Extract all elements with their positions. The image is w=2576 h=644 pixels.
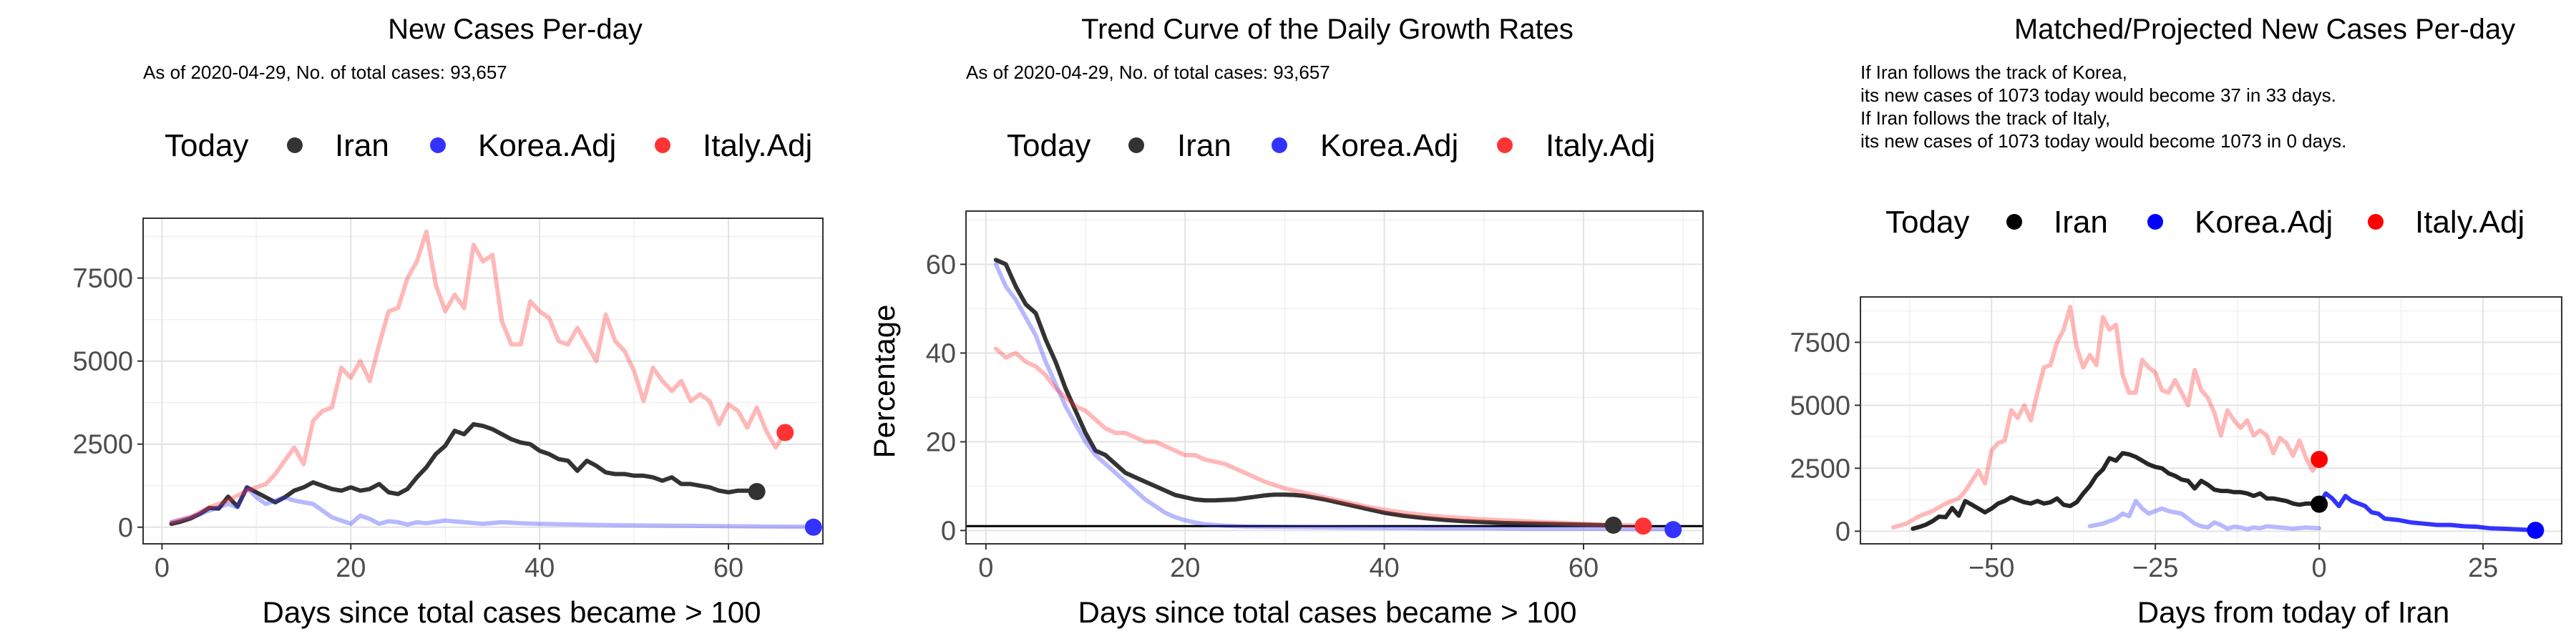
legend-key-italy — [2368, 214, 2384, 230]
x-tick-label: 60 — [1568, 553, 1599, 583]
subtitle-line: its new cases of 1073 today would become… — [1860, 84, 2336, 106]
subtitle-line: its new cases of 1073 today would become… — [1860, 130, 2346, 152]
subtitle-line: If Iran follows the track of Italy, — [1860, 107, 2110, 129]
y-tick-label: 5000 — [1790, 391, 1850, 421]
legend-key-iran — [2006, 214, 2022, 230]
series-line-italy-adj — [169, 229, 788, 525]
legend: Today Iran Korea.Adj Italy.Adj — [1007, 128, 1655, 163]
series-line-iran — [993, 258, 1616, 527]
y-tick-label: 40 — [926, 338, 956, 369]
y-axis-title: Percentage — [867, 305, 901, 459]
plot-border — [142, 218, 824, 545]
legend-key-korea — [1272, 137, 1287, 153]
series-line-italy-adj — [1890, 305, 2322, 530]
legend-title: Today — [165, 128, 248, 163]
chart-svg: Trend Curve of the Daily Growth Rates As… — [867, 14, 1704, 629]
series-line-iran — [169, 421, 759, 527]
series-line-korea-adj — [169, 485, 816, 530]
y-tick-label: 0 — [941, 516, 956, 546]
chart-panel-growth-rates: Trend Curve of the Daily Growth Rates As… — [859, 0, 1717, 644]
legend: Today Iran Korea.Adj Italy.Adj — [1885, 205, 2524, 240]
plot-border — [965, 210, 1704, 545]
series-line-italy-adj — [993, 346, 1646, 528]
x-tick-label: 0 — [155, 553, 170, 583]
legend: Today Iran Korea.Adj Italy.Adj — [165, 128, 812, 163]
chart-subtitle: If Iran follows the track of Korea, its … — [1860, 62, 2346, 152]
x-tick-label: 25 — [2468, 553, 2498, 583]
today-point-iran — [1604, 516, 1622, 534]
today-point-italy-adj — [1634, 517, 1652, 535]
y-tick-label: 0 — [118, 513, 133, 543]
legend-key-iran — [1128, 137, 1144, 153]
legend-label-iran: Iran — [335, 128, 389, 163]
chart-panel-projected: Matched/Projected New Cases Per-day If I… — [1717, 0, 2576, 644]
today-point-italy-adj — [2311, 451, 2328, 469]
x-tick-label: 0 — [2312, 553, 2327, 583]
legend-label-italy: Italy.Adj — [1546, 128, 1655, 163]
legend-key-korea — [430, 137, 446, 153]
series-line-korea-adj — [993, 262, 1676, 532]
legend-label-korea: Korea.Adj — [1320, 128, 1458, 163]
plot-area: 0 20 40 60 0 2500 5000 7500 — [72, 218, 824, 583]
chart-title: Trend Curve of the Daily Growth Rates — [1081, 14, 1574, 45]
chart-subtitle: As of 2020-04-29, No. of total cases: 93… — [143, 62, 507, 83]
series-line-korea-adj-projected — [2317, 491, 2538, 533]
x-axis-title: Days since total cases became > 100 — [1078, 595, 1577, 629]
x-axis-title: Days from today of Iran — [2137, 595, 2450, 629]
chart-title: New Cases Per-day — [388, 14, 643, 45]
x-tick-label: −50 — [1968, 553, 2014, 583]
legend-key-italy — [655, 137, 670, 153]
today-point-iran — [748, 482, 766, 500]
x-tick-label: 40 — [1369, 553, 1399, 583]
legend-key-iran — [287, 137, 303, 153]
y-tick-label: 20 — [926, 427, 956, 457]
x-tick-label: 20 — [1170, 553, 1200, 583]
chart-svg: New Cases Per-day As of 2020-04-29, No. … — [72, 14, 824, 629]
legend-title: Today — [1007, 128, 1091, 163]
legend-label-iran: Iran — [1177, 128, 1231, 163]
today-point-korea-adj — [1664, 521, 1682, 539]
legend-label-korea: Korea.Adj — [478, 128, 616, 163]
series-line-iran — [1911, 451, 2322, 531]
y-tick-label: 7500 — [1790, 328, 1850, 358]
legend-label-iran: Iran — [2054, 205, 2108, 240]
y-tick-label: 2500 — [72, 430, 133, 460]
x-axis-title: Days since total cases became > 100 — [263, 595, 761, 629]
x-tick-label: −25 — [2132, 553, 2178, 583]
legend-key-italy — [1497, 137, 1513, 153]
y-tick-label: 2500 — [1790, 454, 1850, 484]
legend-title: Today — [1885, 205, 1969, 240]
legend-key-korea — [2147, 214, 2163, 230]
y-tick-label: 60 — [926, 250, 956, 280]
x-tick-label: 60 — [713, 553, 743, 583]
chart-svg: Matched/Projected New Cases Per-day If I… — [1790, 14, 2562, 629]
x-tick-label: 40 — [525, 553, 555, 583]
legend-label-italy: Italy.Adj — [703, 128, 812, 163]
today-point-korea-adj — [2527, 522, 2545, 540]
chart-subtitle: As of 2020-04-29, No. of total cases: 93… — [966, 62, 1330, 83]
y-tick-label: 0 — [1835, 517, 1850, 547]
subtitle-line: If Iran follows the track of Korea, — [1860, 62, 2127, 83]
today-point-italy-adj — [776, 424, 794, 441]
today-point-iran — [2311, 495, 2328, 513]
chart-title: Matched/Projected New Cases Per-day — [2014, 14, 2515, 45]
y-tick-label: 7500 — [72, 264, 133, 294]
plot-border — [1860, 296, 2562, 545]
chart-panel-new-cases: New Cases Per-day As of 2020-04-29, No. … — [0, 0, 859, 644]
x-tick-label: 0 — [978, 553, 993, 583]
y-tick-label: 5000 — [72, 347, 133, 377]
today-point-korea-adj — [804, 518, 822, 536]
plot-area: −50 −25 0 25 0 2500 5000 7500 — [1790, 296, 2562, 583]
x-tick-label: 20 — [336, 553, 366, 583]
legend-label-korea: Korea.Adj — [2195, 205, 2333, 240]
legend-label-italy: Italy.Adj — [2415, 205, 2524, 240]
series-line-korea-adj — [2087, 499, 2322, 532]
plot-area: 0 20 40 60 0 20 40 60 — [926, 210, 1704, 583]
